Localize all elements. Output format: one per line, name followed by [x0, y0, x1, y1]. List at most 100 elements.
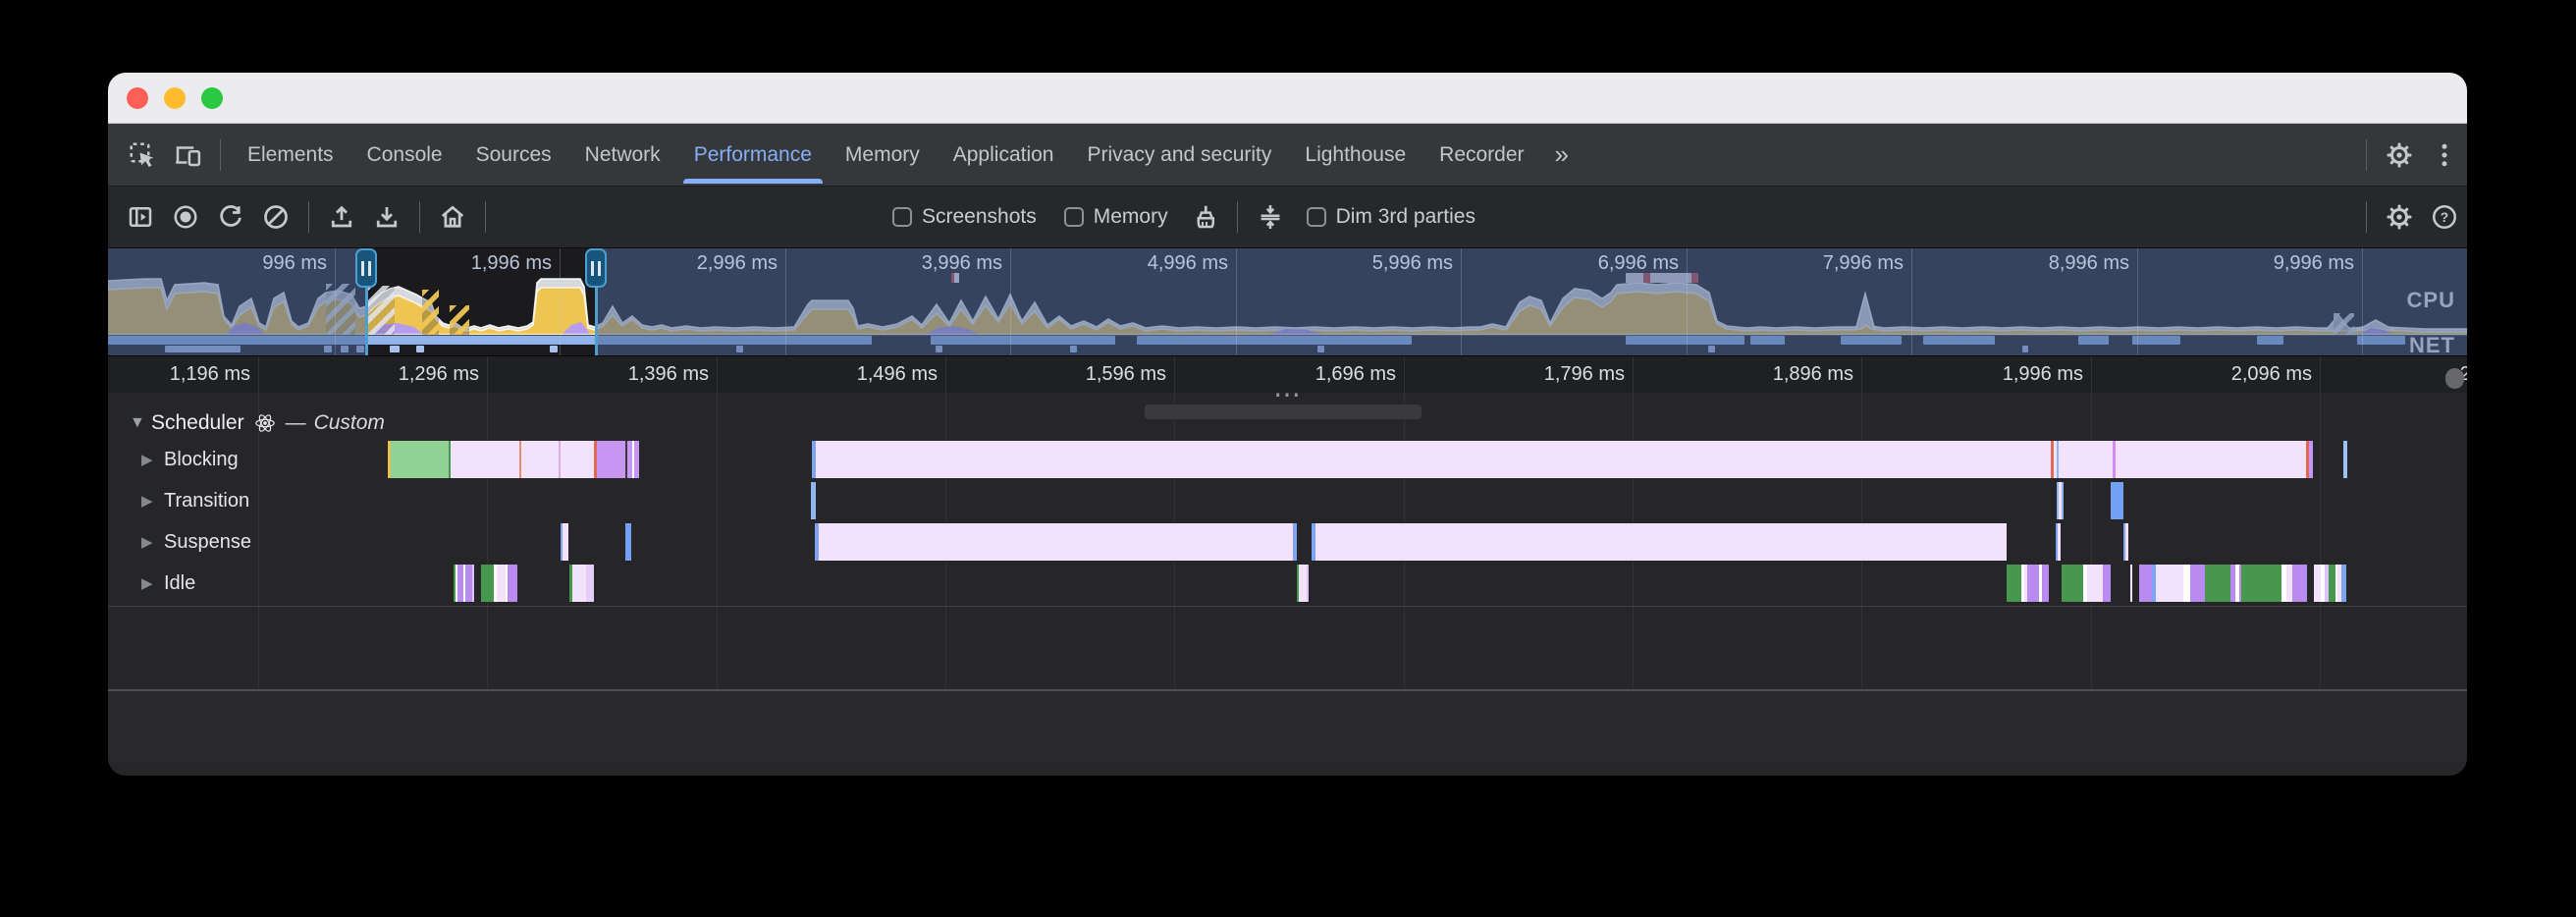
- collect-garbage-button[interactable]: [1182, 202, 1227, 232]
- flame-bar-segment[interactable]: [627, 441, 632, 478]
- flame-bar-segment[interactable]: [561, 441, 594, 478]
- screenshots-checkbox-box[interactable]: [892, 207, 912, 227]
- flame-bar-segment[interactable]: [2286, 565, 2292, 602]
- flame-bar-segment[interactable]: [481, 565, 494, 602]
- selection-handle-right-stem[interactable]: [595, 248, 598, 355]
- flame-bar-segment[interactable]: [563, 523, 568, 561]
- flame-bar-segment[interactable]: [2239, 565, 2241, 602]
- flame-bar-segment[interactable]: [472, 565, 474, 602]
- timeline-overview[interactable]: 996 ms 1,996 ms 2,996 ms 3,996 ms 4,996 ms 5,…: [108, 248, 2467, 355]
- flame-bar-segment[interactable]: [2314, 565, 2321, 602]
- flame-bar-segment[interactable]: [2341, 565, 2346, 602]
- flame-bar-segment[interactable]: [2103, 565, 2111, 602]
- network-overview-bar[interactable]: [390, 346, 400, 352]
- tab-console[interactable]: Console: [366, 142, 443, 166]
- clear-recordings-button[interactable]: [253, 202, 298, 232]
- dim-3rd-parties-checkbox[interactable]: Dim 3rd parties: [1306, 205, 1476, 229]
- flame-bar-segment[interactable]: [1299, 565, 1307, 602]
- flame-bar-segment[interactable]: [572, 565, 586, 602]
- track-row-label-blocking[interactable]: ▶ Blocking: [108, 441, 239, 478]
- flame-bar-segment[interactable]: [2039, 565, 2042, 602]
- flame-bar-segment[interactable]: [2230, 565, 2235, 602]
- expand-arrow-icon[interactable]: ▼: [130, 414, 145, 431]
- flame-bar-segment[interactable]: [2281, 565, 2286, 602]
- flame-bar-segment[interactable]: [2183, 565, 2190, 602]
- tab-memory[interactable]: Memory: [844, 142, 920, 166]
- flame-bar-segment[interactable]: [2241, 565, 2281, 602]
- flame-bar-segment[interactable]: [816, 441, 2051, 478]
- dim-3rd-parties-checkbox-box[interactable]: [1306, 207, 1326, 227]
- flame-bar-segment[interactable]: [625, 441, 627, 478]
- flame-bar-segment[interactable]: [2056, 523, 2058, 561]
- collapsed-arrow-icon[interactable]: ▶: [141, 452, 153, 468]
- flame-bar-segment[interactable]: [449, 441, 451, 478]
- flame-bar-segment[interactable]: [2156, 565, 2183, 602]
- flame-bar-segment[interactable]: [451, 441, 519, 478]
- flame-bar-segment[interactable]: [2062, 482, 2064, 519]
- flame-bar-segment[interactable]: [2057, 441, 2059, 478]
- flame-bar-segment[interactable]: [2337, 565, 2341, 602]
- pane-resize-handle[interactable]: ⋯: [1273, 379, 1303, 409]
- flame-bar-segment[interactable]: [508, 565, 517, 602]
- memory-checkbox[interactable]: Memory: [1063, 205, 1168, 229]
- flame-bar-segment[interactable]: [2057, 482, 2059, 519]
- network-overview-bar[interactable]: [108, 336, 872, 345]
- flame-bar-segment[interactable]: [1297, 565, 1299, 602]
- flame-bar-segment[interactable]: [2087, 565, 2103, 602]
- zoom-window-button[interactable]: [201, 87, 223, 109]
- flame-bar-segment[interactable]: [1312, 523, 1315, 561]
- save-profile-button[interactable]: [364, 202, 409, 232]
- tab-lighthouse[interactable]: Lighthouse: [1305, 142, 1407, 166]
- flame-bar-segment[interactable]: [2062, 565, 2083, 602]
- flame-bar-segment[interactable]: [2042, 565, 2049, 602]
- flame-bar-segment[interactable]: [519, 441, 521, 478]
- device-toolbar-button[interactable]: [165, 124, 210, 186]
- flame-bar-segment[interactable]: [2024, 565, 2027, 602]
- flame-bar-segment[interactable]: [811, 482, 816, 519]
- flame-bar-segment[interactable]: [819, 523, 1293, 561]
- flame-bar-segment[interactable]: [2051, 441, 2054, 478]
- flame-bar-segment[interactable]: [2343, 441, 2347, 478]
- flame-bar-segment[interactable]: [2205, 565, 2230, 602]
- flame-bar-segment[interactable]: [2139, 565, 2152, 602]
- flame-bar-segment[interactable]: [2306, 441, 2309, 478]
- memory-checkbox-box[interactable]: [1063, 207, 1084, 227]
- inspect-element-button[interactable]: [120, 124, 165, 186]
- tab-network[interactable]: Network: [584, 142, 661, 166]
- flame-bar-segment[interactable]: [2325, 565, 2329, 602]
- flame-bar-segment[interactable]: [2321, 565, 2325, 602]
- flame-bar-segment[interactable]: [388, 441, 391, 478]
- flame-bar-segment[interactable]: [2335, 565, 2337, 602]
- flame-bar-segment[interactable]: [2059, 441, 2113, 478]
- flame-bar-segment[interactable]: [634, 441, 639, 478]
- flame-bar-segment[interactable]: [632, 441, 634, 478]
- track-group-header-scheduler[interactable]: ▼ Scheduler — Custom: [108, 406, 385, 440]
- tab-elements[interactable]: Elements: [247, 142, 334, 166]
- capture-settings-button[interactable]: [2377, 202, 2422, 232]
- toggle-sidebar-button[interactable]: [118, 202, 163, 232]
- flame-bar-segment[interactable]: [2021, 565, 2024, 602]
- flame-bar-segment[interactable]: [2125, 523, 2128, 561]
- flame-bar-segment[interactable]: [1307, 565, 1309, 602]
- flame-bar-segment[interactable]: [2309, 441, 2313, 478]
- flame-bar-segment[interactable]: [597, 441, 625, 478]
- flame-bar-segment[interactable]: [497, 565, 506, 602]
- flame-bar-segment[interactable]: [2058, 523, 2061, 561]
- tab-performance[interactable]: Performance: [677, 124, 829, 186]
- flame-bar-segment[interactable]: [625, 523, 631, 561]
- flame-bar-segment[interactable]: [2123, 523, 2125, 561]
- flame-bar-segment[interactable]: [2152, 565, 2156, 602]
- flame-bar-segment[interactable]: [2083, 565, 2087, 602]
- flame-bar-segment[interactable]: [815, 523, 819, 561]
- flame-bar-segment[interactable]: [812, 441, 816, 478]
- help-button[interactable]: ?: [2422, 202, 2467, 232]
- flame-bar-segment[interactable]: [2292, 565, 2307, 602]
- selection-handle-left[interactable]: [355, 248, 377, 288]
- tab-sources[interactable]: Sources: [475, 142, 552, 166]
- devtools-settings-button[interactable]: [2377, 124, 2422, 186]
- flame-bar-segment[interactable]: [586, 565, 594, 602]
- flame-bar-segment[interactable]: [1315, 523, 2007, 561]
- collapse-tracks-button[interactable]: [1248, 202, 1293, 232]
- close-window-button[interactable]: [127, 87, 148, 109]
- flame-bar-segment[interactable]: [2190, 565, 2205, 602]
